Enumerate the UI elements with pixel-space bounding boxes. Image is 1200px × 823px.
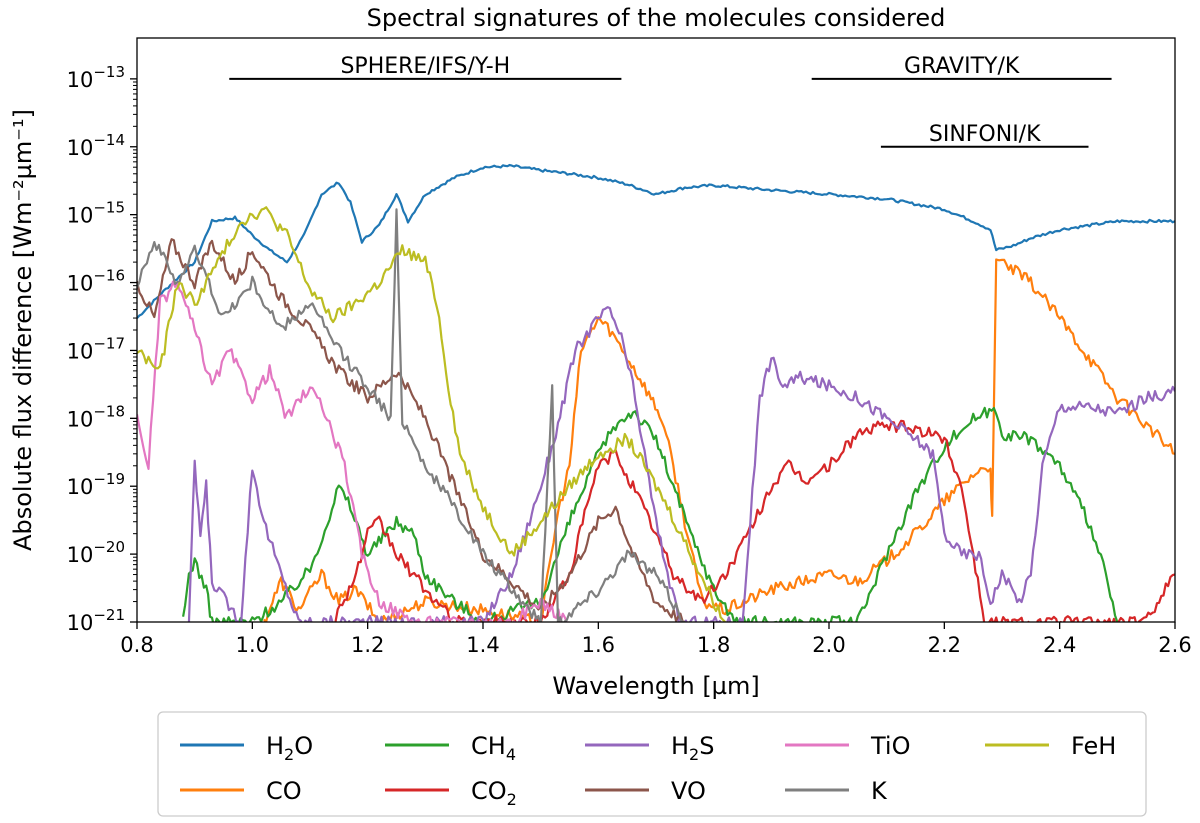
legend-item: CO xyxy=(180,777,302,805)
legend-item: CO2 xyxy=(385,777,517,809)
x-tick-label: 1.4 xyxy=(466,633,499,657)
legend-label: CO xyxy=(266,777,302,805)
legend-label: K xyxy=(871,777,888,805)
series-line-co xyxy=(263,258,1175,622)
legend-label: H2O xyxy=(266,732,313,764)
y-tick-label: 10−16 xyxy=(67,267,125,296)
legend-label: CO2 xyxy=(471,777,517,809)
legend-item: K xyxy=(785,777,888,805)
instrument-label: SPHERE/IFS/Y-H xyxy=(340,54,510,79)
chart-title: Spectral signatures of the molecules con… xyxy=(367,4,946,32)
x-tick-label: 2.4 xyxy=(1043,633,1076,657)
series-line-vo xyxy=(137,238,686,622)
legend-item: VO xyxy=(585,777,706,805)
x-tick-label: 0.8 xyxy=(120,633,153,657)
legend-box xyxy=(157,711,1147,817)
instrument-label: SINFONI/K xyxy=(929,122,1041,147)
y-tick-label: 10−19 xyxy=(67,470,125,499)
y-tick-label: 10−14 xyxy=(67,131,125,160)
y-tick-label: 10−20 xyxy=(67,538,125,567)
x-tick-label: 2.2 xyxy=(928,633,961,657)
legend-item: TiO xyxy=(785,732,910,760)
y-axis-label: Absolute flux difference [Wm⁻²µm⁻¹] xyxy=(9,109,37,551)
y-tick-label: 10−18 xyxy=(67,402,125,431)
y-tick-label: 10−21 xyxy=(67,606,125,635)
legend-item: H2S xyxy=(585,732,714,764)
legend: H2O CO CH4 CO2 H2S VO TiO K FeH xyxy=(157,711,1147,817)
series-line-h2o xyxy=(137,163,1175,319)
series-line-ch4 xyxy=(182,406,1119,622)
legend-label: CH4 xyxy=(471,732,516,764)
series-line-k xyxy=(137,208,685,622)
legend-label: H2S xyxy=(671,732,714,764)
y-tick-label: 10−15 xyxy=(67,199,125,228)
legend-label: FeH xyxy=(1071,732,1116,760)
plot-frame xyxy=(136,37,1176,623)
x-tick-label: 2.0 xyxy=(812,633,845,657)
legend-label: TiO xyxy=(870,732,910,760)
x-axis-label: Wavelength [µm] xyxy=(552,672,759,700)
y-tick-label: 10−17 xyxy=(67,334,125,363)
legend-label: VO xyxy=(671,777,706,805)
series-line-feh xyxy=(137,206,726,622)
y-tick-label: 10−13 xyxy=(67,63,125,92)
legend-item: CH4 xyxy=(385,732,516,764)
instrument-label: GRAVITY/K xyxy=(904,54,1020,79)
x-tick-label: 1.6 xyxy=(582,633,615,657)
legend-item: H2O xyxy=(180,732,313,764)
x-tick-label: 2.6 xyxy=(1158,633,1191,657)
legend-item: FeH xyxy=(985,732,1116,760)
x-tick-label: 1.8 xyxy=(697,633,730,657)
x-tick-label: 1.0 xyxy=(236,633,269,657)
x-tick-label: 1.2 xyxy=(351,633,384,657)
